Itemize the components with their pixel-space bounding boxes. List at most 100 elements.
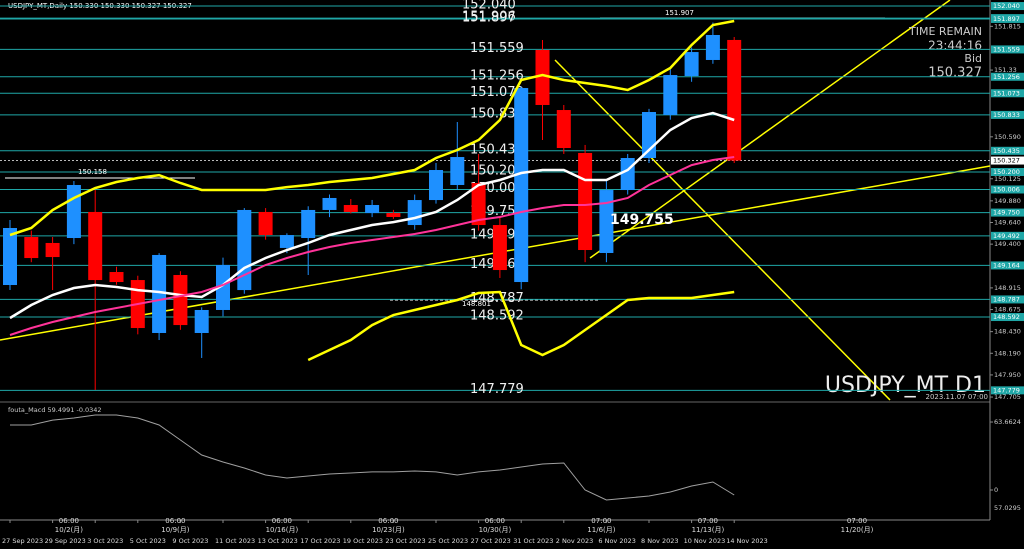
indicator-line [307,290,735,362]
candle-body [301,209,316,239]
time-label: 07:00 [591,517,611,525]
level-label: 150.833 [470,106,524,121]
y-tick-label: 150.125 [994,175,1021,183]
macd-tick-label: 0 [994,486,998,494]
y-tick-label: 151.815 [994,22,1021,30]
level-price-box [991,146,1024,155]
time-label: 07:00 [698,517,718,525]
time-label: 06:00 [378,517,398,525]
trendline [554,59,891,401]
candle-body [578,152,593,251]
candle-body [471,182,486,226]
level-price-label: 149.164 [993,261,1020,269]
level-label: 151.897 [462,10,516,25]
x-tick-label: 27 Sep 2023 [2,537,43,545]
candle-body [407,200,422,226]
date-label: 10/2(月) [55,526,83,534]
candle-body [514,88,529,283]
y-tick-label: 151.33 [994,66,1017,74]
level-price-label: 151.256 [993,73,1020,81]
level-label: 151.906 [462,10,516,25]
x-tick-label: 17 Oct 2023 [300,537,340,545]
level-price-label: 147.779 [993,386,1020,394]
level-price-box [991,261,1024,270]
candle-body [705,34,720,60]
annotation: 148.801 [462,300,491,308]
time-label: 06:00 [272,517,292,525]
level-label: 147.779 [470,382,524,397]
x-tick-label: 29 Sep 2023 [45,537,86,545]
time-label: 06:00 [165,517,185,525]
candle-body [727,39,742,161]
x-tick-label: 19 Oct 2023 [343,537,383,545]
candle-body [258,211,273,236]
date-label: 11/13(月) [692,526,725,534]
annotation: 150.158 [78,168,107,176]
candle-body [492,225,507,271]
level-price-box [991,313,1024,322]
level-price-box [991,185,1024,194]
level-price-label: 149.750 [993,209,1020,217]
x-tick-label: 5 Oct 2023 [130,537,166,545]
candle-body [216,264,230,310]
x-tick-label: 9 Oct 2023 [172,537,208,545]
y-tick-label: 149.640 [994,219,1021,227]
candle-body [450,157,465,185]
candle-body [279,235,294,248]
macd-tick-label: 63.6624 [994,418,1021,426]
candle-body [684,52,699,77]
candle-body [620,158,635,191]
level-label: 148.787 [470,291,524,306]
date-label: 10/16(月) [266,526,299,534]
annotation: 149.755 [610,212,674,228]
x-tick-label: 2 Nov 2023 [556,537,594,545]
indicator-line [9,19,735,237]
y-tick-label: 148.190 [994,349,1021,357]
candle-body [152,254,167,333]
level-label: 152.040 [462,0,516,13]
trendline [589,0,951,259]
date-label: 11/6(月) [587,526,615,534]
y-tick-label: 150.590 [994,133,1021,141]
level-price-box [991,208,1024,217]
indicator-line [9,156,735,336]
level-price-label: 150.200 [993,168,1020,176]
time-remain-label: TIME REMAIN [908,25,982,38]
candle-body [556,110,571,149]
macd-title: fouta_Macd 59.4991 -0.0342 [8,406,102,414]
level-label: 151.073 [470,85,524,100]
level-price-box [991,167,1024,176]
y-tick-label: 148.915 [994,284,1021,292]
x-tick-label: 11 Oct 2023 [215,537,255,545]
level-price-label: 151.559 [993,45,1020,53]
x-tick-label: 27 Oct 2023 [471,537,511,545]
current-price-label: 150.327 [993,157,1020,165]
level-price-box [991,45,1024,54]
level-price-label: 150.006 [993,185,1020,193]
watermark: USDJPY_MT D1 [825,373,986,398]
x-tick-label: 25 Oct 2023 [428,537,468,545]
level-label: 150.435 [470,142,524,157]
candle-body [45,242,60,258]
bid-label: Bid [964,52,982,65]
level-price-label: 148.787 [993,295,1020,303]
level-label: 151.256 [470,68,524,83]
bid-value: 150.327 [928,66,982,81]
candle-body [429,170,443,201]
macd-min-label: 57.0295 [994,504,1021,512]
x-tick-label: 10 Nov 2023 [684,537,726,545]
timestamp: 2023.11.07 07:00 [926,393,988,401]
level-price-box [991,295,1024,304]
candle-body [173,274,188,326]
level-price-box [991,89,1024,98]
level-price-label: 151.073 [993,89,1020,97]
x-tick-label: 3 Oct 2023 [87,537,123,545]
candle-body [322,197,337,210]
date-label: 10/30(月) [479,526,512,534]
x-tick-label: 23 Oct 2023 [385,537,425,545]
level-price-box [991,72,1024,81]
x-tick-label: 8 Nov 2023 [641,537,679,545]
x-tick-label: 31 Oct 2023 [513,537,553,545]
